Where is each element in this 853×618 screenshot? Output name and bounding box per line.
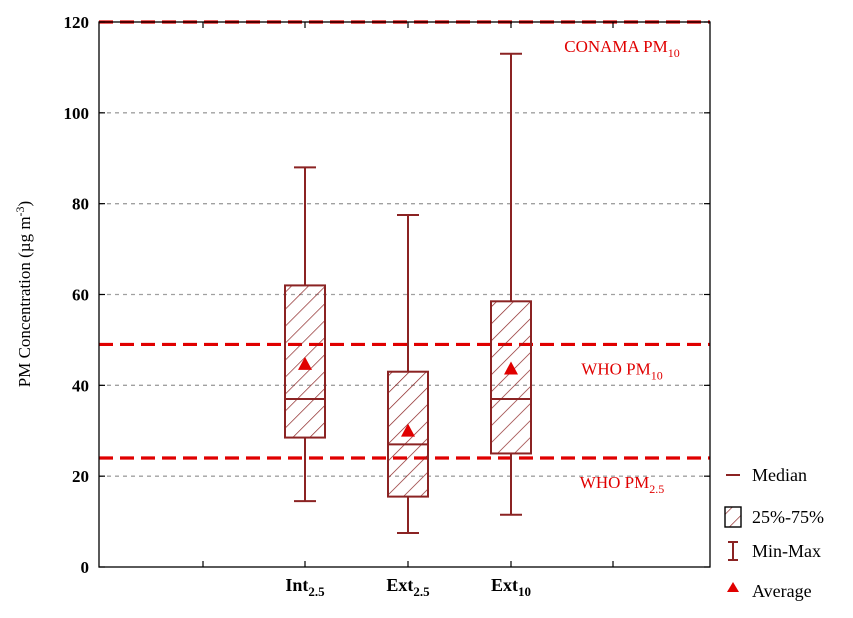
y-axis-label-end: ) bbox=[15, 201, 34, 207]
box-group bbox=[387, 214, 429, 534]
box-group bbox=[284, 166, 326, 503]
y-tick-label: 40 bbox=[72, 376, 89, 395]
reference-label: WHO PM10 bbox=[581, 359, 662, 382]
iqr-box bbox=[284, 284, 326, 439]
y-tick-label: 80 bbox=[72, 195, 89, 214]
category-label: Ext2.5 bbox=[386, 575, 430, 599]
legend-box-symbol bbox=[724, 506, 742, 528]
legend-item: Median bbox=[726, 465, 807, 485]
reference-label: CONAMA PM10 bbox=[564, 37, 679, 60]
legend-label: Min-Max bbox=[752, 541, 821, 561]
iqr-box bbox=[490, 300, 532, 455]
average-marker bbox=[298, 356, 312, 370]
legend-label: 25%-75% bbox=[752, 507, 824, 527]
y-tick-label: 20 bbox=[72, 467, 89, 486]
legend-item: Average bbox=[727, 581, 812, 601]
y-tick-label: 0 bbox=[81, 558, 90, 577]
legend-label: Average bbox=[752, 581, 812, 601]
axes: 0 20 40 60 80 100 120 Int2.5 Ext2.5 Ext10 bbox=[64, 13, 710, 599]
average-marker bbox=[401, 423, 415, 437]
legend: Median 25%-75% Min-Max Average bbox=[724, 465, 824, 601]
boxes bbox=[284, 52, 532, 534]
y-tick-label: 120 bbox=[64, 13, 90, 32]
legend-label: Median bbox=[752, 465, 807, 485]
legend-average-symbol bbox=[727, 582, 739, 592]
y-tick-label: 60 bbox=[72, 286, 89, 305]
category-label: Ext10 bbox=[491, 575, 531, 599]
legend-item: 25%-75% bbox=[724, 506, 824, 528]
average-marker bbox=[504, 361, 518, 375]
box-group bbox=[490, 52, 532, 516]
reference-label: WHO PM2.5 bbox=[580, 473, 664, 496]
y-axis-label-superscript: -3 bbox=[13, 206, 27, 216]
category-label: Int2.5 bbox=[285, 575, 325, 599]
legend-item: Min-Max bbox=[728, 541, 821, 561]
y-axis-label: PM Concentration (µg m-3) bbox=[13, 201, 34, 387]
y-tick-label: 100 bbox=[64, 104, 90, 123]
